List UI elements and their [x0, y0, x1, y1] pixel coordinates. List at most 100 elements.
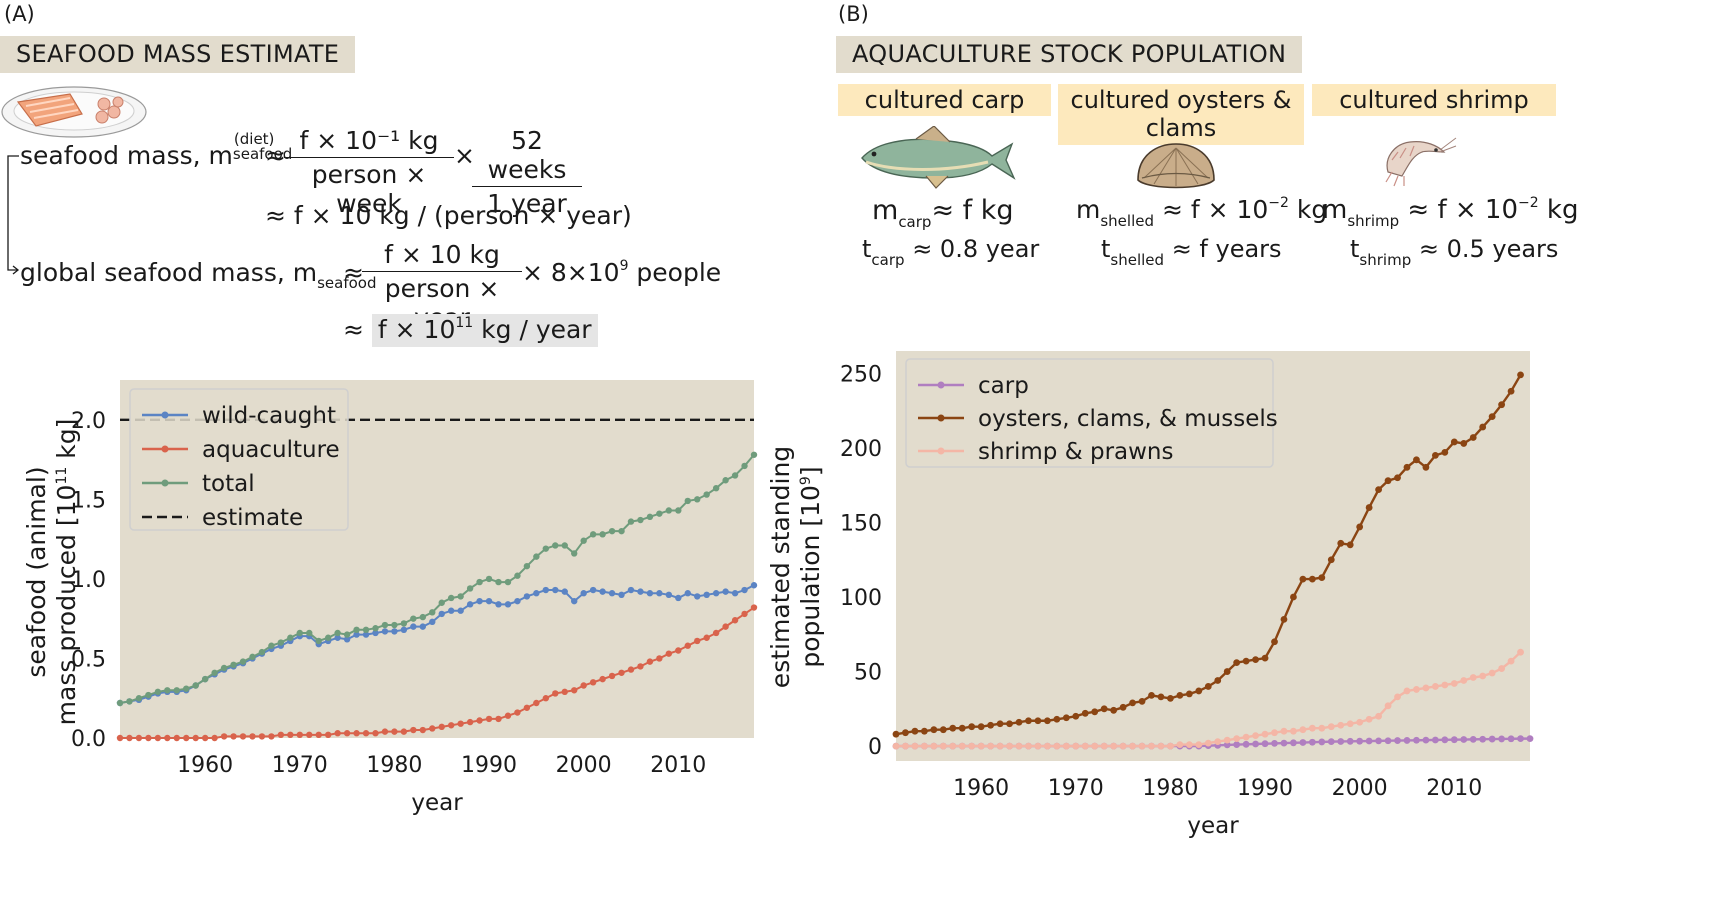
y-tick-label: 1.0 — [71, 568, 106, 593]
data-point — [694, 637, 701, 645]
data-point — [353, 626, 360, 634]
data-point — [939, 742, 947, 750]
data-point — [1044, 717, 1051, 725]
data-point — [1214, 738, 1222, 746]
data-point — [1072, 712, 1080, 720]
x-tick-label: 1980 — [1142, 776, 1198, 801]
data-point — [958, 742, 966, 750]
data-point — [1091, 742, 1099, 750]
data-point — [571, 597, 578, 605]
data-point — [1346, 737, 1354, 745]
data-point — [400, 620, 408, 627]
y-tick-label: 250 — [840, 362, 882, 387]
data-point — [145, 691, 152, 699]
eq3-population: × 8×109 people — [522, 258, 722, 287]
data-point — [712, 590, 720, 597]
x-tick-label: 2000 — [1332, 776, 1388, 801]
data-point — [400, 626, 408, 634]
data-point — [589, 531, 597, 538]
data-point — [324, 731, 332, 739]
data-point — [1148, 742, 1155, 750]
data-point — [646, 658, 654, 665]
data-point — [447, 594, 455, 602]
data-point — [1110, 742, 1118, 750]
data-point — [533, 699, 540, 707]
data-point — [1498, 735, 1506, 743]
data-point — [1157, 742, 1165, 750]
eq1-fraction-2: 52 weeks 1 year — [472, 126, 582, 218]
data-point — [968, 742, 976, 750]
data-point — [268, 642, 275, 649]
chart-a: 0.0 0.5 1.0 1.5 2.0 1960 1970 1980 1990 2000 2010 y… — [71, 380, 758, 816]
y-tick-label: 0.5 — [71, 647, 106, 672]
data-point — [958, 724, 966, 732]
data-point — [741, 610, 748, 618]
legend-label: shrimp & prawns — [978, 439, 1174, 465]
data-point — [1138, 697, 1146, 705]
data-point — [1469, 434, 1477, 441]
data-point — [315, 731, 322, 739]
data-point — [268, 733, 275, 740]
data-point — [495, 578, 502, 586]
data-point — [1034, 717, 1042, 725]
legend-marker — [161, 479, 169, 487]
eq1-lhs: seafood mass, m (diet) seafood — [20, 130, 293, 170]
data-point — [239, 658, 247, 665]
data-point — [1460, 677, 1468, 684]
data-point — [447, 607, 455, 614]
data-point — [523, 593, 531, 600]
data-point — [1384, 737, 1392, 745]
data-point — [694, 496, 701, 503]
data-point — [164, 687, 171, 694]
data-point — [618, 591, 625, 598]
data-point — [296, 731, 303, 739]
data-point — [1308, 575, 1316, 583]
data-point — [296, 629, 303, 637]
data-point — [665, 507, 673, 514]
data-point — [504, 712, 512, 719]
data-point — [429, 609, 436, 616]
data-point — [1100, 705, 1108, 713]
data-point — [419, 613, 427, 621]
data-point — [277, 731, 285, 739]
legend-item-shrimp-prawns: shrimp & prawns — [918, 439, 1174, 465]
legend-label: estimate — [202, 505, 303, 531]
data-point — [334, 634, 341, 641]
data-point — [438, 610, 445, 618]
data-point — [561, 542, 568, 549]
data-point — [1233, 735, 1241, 743]
data-point — [1261, 730, 1269, 738]
data-point — [1394, 693, 1401, 701]
data-point — [892, 730, 900, 738]
data-point — [1498, 665, 1506, 672]
data-point — [410, 623, 417, 630]
data-point — [230, 733, 237, 740]
data-point — [1252, 740, 1259, 748]
data-point — [353, 730, 360, 737]
data-point — [939, 726, 947, 734]
data-point — [750, 604, 758, 611]
data-point — [258, 648, 266, 656]
data-point — [343, 636, 351, 643]
data-point — [1299, 575, 1307, 583]
y-tick-label: 150 — [840, 511, 882, 536]
data-point — [1526, 735, 1534, 743]
shelled-mass-eq: mshelled ≈ f × 10−2 kg — [1076, 195, 1328, 230]
data-point — [1469, 735, 1477, 743]
data-point — [419, 726, 427, 734]
x-tick-label: 1970 — [1048, 776, 1104, 801]
shrimp-tag: cultured shrimp — [1312, 84, 1556, 116]
data-point — [1441, 736, 1449, 744]
data-point — [1034, 742, 1042, 750]
data-point — [675, 647, 682, 654]
chart-b: 0 50 100 150 200 250 1960 1970 1980 1990 2000 2010 y… — [840, 351, 1534, 839]
data-point — [1214, 677, 1222, 684]
data-point — [457, 593, 464, 600]
data-point — [258, 733, 266, 740]
x-tick-label: 2010 — [1426, 776, 1482, 801]
data-point — [561, 688, 568, 696]
data-point — [1044, 742, 1051, 750]
data-point — [220, 733, 228, 740]
panel-b-letter: (B) — [838, 2, 869, 26]
data-point — [1318, 724, 1326, 732]
